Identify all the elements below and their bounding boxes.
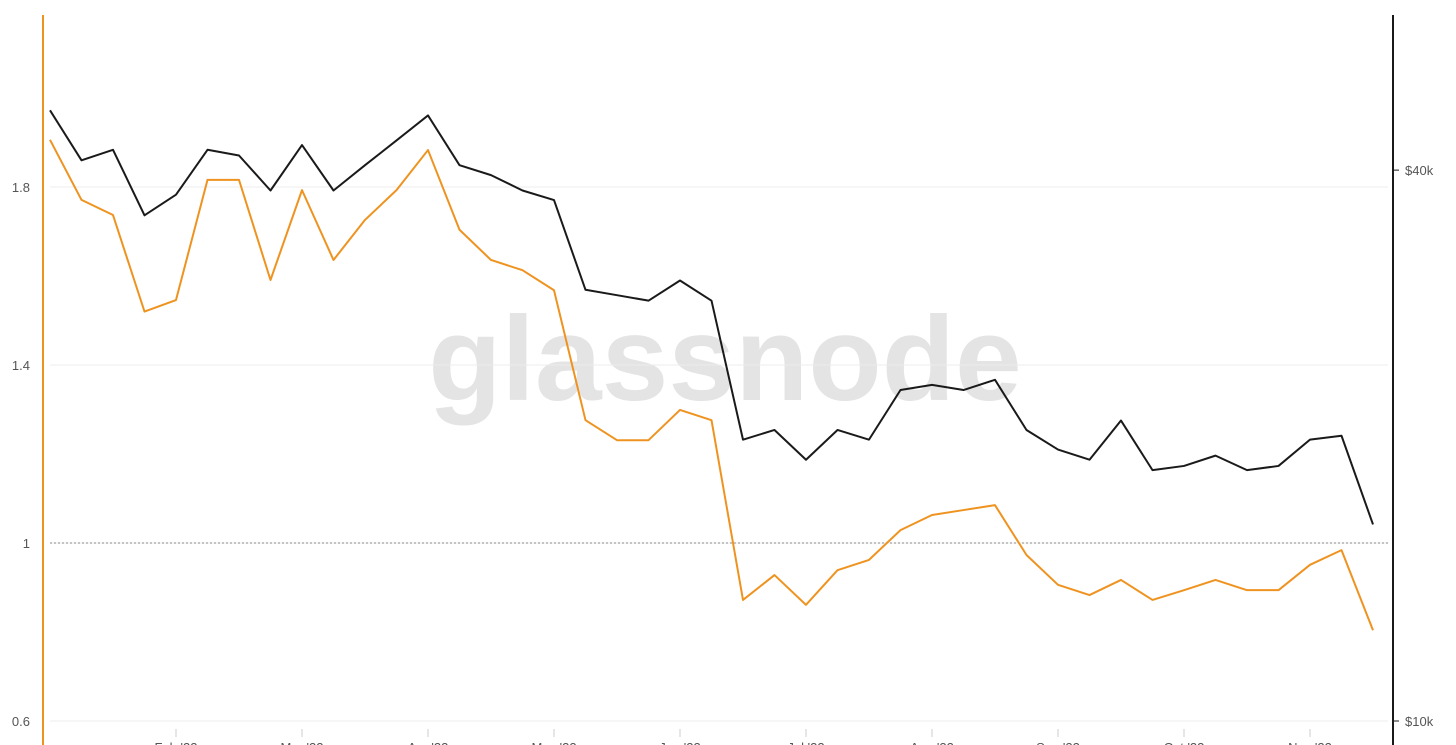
x-tick-label: Apr '22	[408, 740, 449, 745]
x-tick-label: Jul '22	[787, 740, 824, 745]
x-tick-label: Feb '22	[155, 740, 198, 745]
x-tick-label: Mar '22	[281, 740, 324, 745]
x-tick-label: May '22	[531, 740, 576, 745]
y-tick-label: 0.6	[12, 714, 30, 729]
x-tick-label: Aug '22	[910, 740, 954, 745]
y2-tick-label: $40k	[1405, 163, 1434, 178]
x-tick-label: Nov '22	[1288, 740, 1332, 745]
y2-tick-label: $10k	[1405, 714, 1434, 729]
y-tick-label: 1	[23, 536, 30, 551]
series-line	[49, 139, 1374, 631]
x-tick-label: Jun '22	[659, 740, 701, 745]
series-line	[49, 109, 1374, 525]
x-tick-label: Sep '22	[1036, 740, 1080, 745]
y-tick-label: 1.8	[12, 180, 30, 195]
x-tick-label: Oct '22	[1164, 740, 1205, 745]
y-tick-label: 1.4	[12, 358, 30, 373]
